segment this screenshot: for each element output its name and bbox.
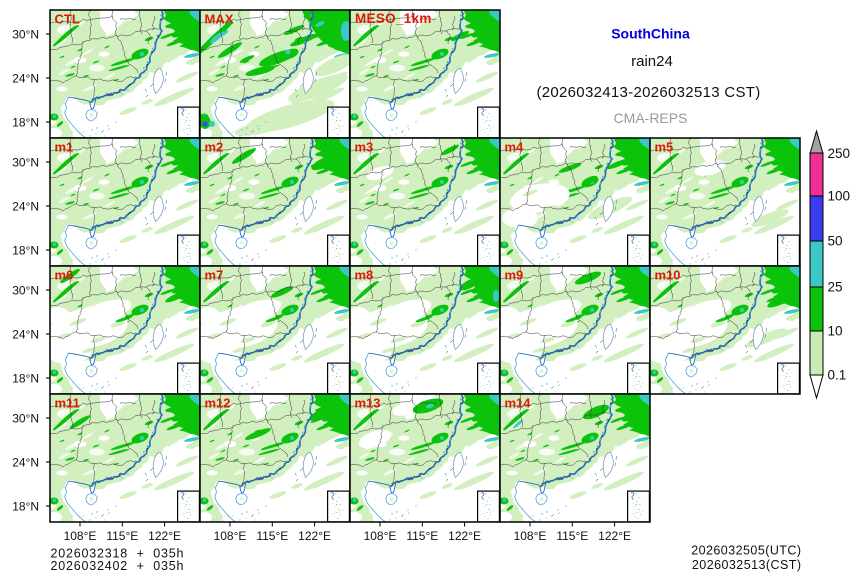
svg-text:rain24: rain24 (631, 53, 673, 70)
svg-text:30°N: 30°N (12, 27, 39, 41)
svg-text:25: 25 (828, 280, 843, 295)
svg-text:30°N: 30°N (12, 411, 39, 425)
svg-text:MESO_1km: MESO_1km (355, 11, 432, 26)
svg-text:24°N: 24°N (12, 199, 39, 213)
svg-text:m1: m1 (55, 140, 74, 155)
svg-text:m8: m8 (355, 268, 374, 283)
svg-text:18°N: 18°N (12, 115, 39, 129)
svg-text:m4: m4 (505, 140, 525, 155)
svg-text:m10: m10 (655, 268, 681, 283)
svg-text:m6: m6 (55, 268, 74, 283)
svg-text:108°E: 108°E (514, 529, 547, 543)
svg-text:122°E: 122°E (448, 529, 481, 543)
svg-text:m13: m13 (355, 396, 381, 411)
svg-text:m9: m9 (505, 268, 524, 283)
svg-text:122°E: 122°E (298, 529, 331, 543)
svg-text:108°E: 108°E (214, 529, 247, 543)
svg-text:2026032318 + 035h: 2026032318 + 035h (51, 547, 185, 561)
svg-text:250: 250 (828, 146, 851, 161)
svg-text:115°E: 115°E (556, 529, 588, 543)
svg-text:2026032513(CST): 2026032513(CST) (692, 558, 802, 572)
svg-text:115°E: 115°E (106, 529, 138, 543)
svg-text:100: 100 (828, 189, 851, 204)
svg-text:m11: m11 (55, 396, 80, 411)
svg-text:122°E: 122°E (598, 529, 631, 543)
svg-text:18°N: 18°N (12, 243, 39, 257)
svg-text:24°N: 24°N (12, 455, 39, 469)
svg-text:m5: m5 (655, 140, 674, 155)
svg-text:(2026032413-2026032513 CST): (2026032413-2026032513 CST) (536, 84, 760, 101)
svg-text:115°E: 115°E (406, 529, 438, 543)
svg-text:m2: m2 (205, 140, 224, 155)
svg-text:2026032505(UTC): 2026032505(UTC) (691, 544, 801, 558)
svg-text:115°E: 115°E (256, 529, 288, 543)
svg-text:CTL: CTL (55, 12, 80, 27)
svg-text:30°N: 30°N (12, 155, 39, 169)
svg-text:24°N: 24°N (12, 71, 39, 85)
svg-text:30°N: 30°N (12, 283, 39, 297)
svg-text:SouthChina: SouthChina (611, 26, 690, 42)
svg-text:108°E: 108°E (364, 529, 397, 543)
svg-text:24°N: 24°N (12, 327, 39, 341)
svg-text:m7: m7 (205, 268, 224, 283)
svg-text:m3: m3 (355, 140, 374, 155)
svg-text:122°E: 122°E (148, 529, 181, 543)
svg-text:18°N: 18°N (12, 371, 39, 385)
svg-text:m14: m14 (505, 396, 532, 411)
svg-text:10: 10 (828, 324, 843, 339)
svg-text:108°E: 108°E (64, 529, 97, 543)
svg-text:0.1: 0.1 (828, 368, 847, 383)
svg-text:18°N: 18°N (12, 499, 39, 513)
svg-text:CMA-REPS: CMA-REPS (614, 110, 688, 126)
svg-text:m12: m12 (205, 396, 231, 411)
svg-text:50: 50 (828, 234, 843, 249)
svg-text:MAX: MAX (205, 12, 234, 27)
svg-text:2026032402 + 035h: 2026032402 + 035h (51, 559, 185, 573)
